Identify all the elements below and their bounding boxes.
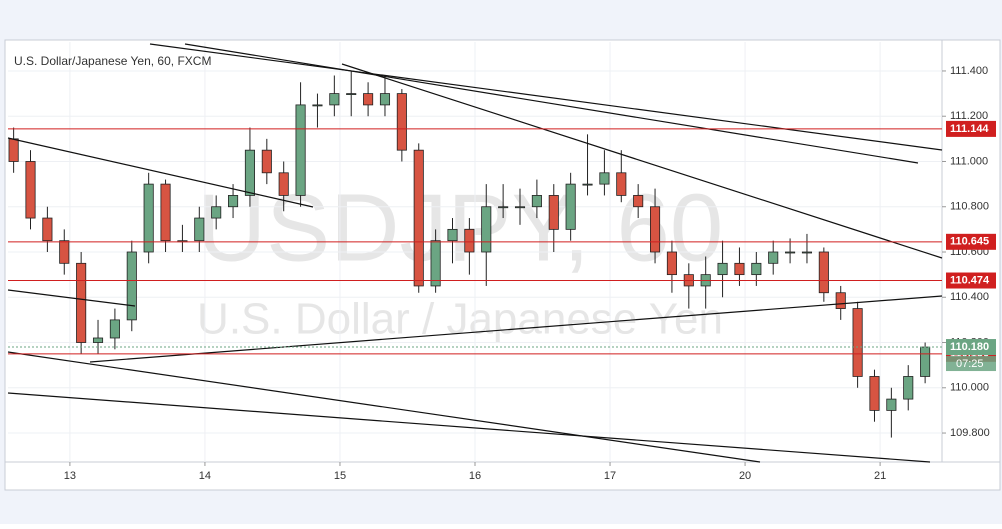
candle-body [295, 104, 306, 196]
trendline [149, 43, 943, 151]
candle-body [869, 376, 880, 411]
candle-body [76, 262, 87, 343]
countdown-tag [946, 356, 996, 372]
last-price-tag [946, 339, 996, 356]
candle-body [8, 138, 19, 162]
trendline [184, 43, 919, 164]
level-tag [946, 233, 996, 250]
y-tick-label: 111.400 [950, 65, 988, 77]
candle-body [25, 161, 36, 219]
candle-body [211, 206, 222, 219]
candle-body [852, 308, 863, 377]
x-tick-label: 20 [739, 470, 751, 482]
candle-body [903, 376, 914, 400]
chart-frame [4, 39, 1001, 491]
candle-body [447, 228, 458, 242]
candle-body [160, 183, 171, 242]
candle-body [582, 183, 593, 186]
candle-body [734, 262, 745, 276]
y-tick-label: 110.000 [950, 382, 989, 394]
candle-body [59, 240, 70, 264]
plot [8, 42, 942, 462]
candle-body [886, 398, 897, 411]
watermark: USDJPY, 60 [197, 174, 724, 281]
candle-body [261, 149, 272, 174]
watermark-subtitle: U.S. Dollar / Japanese Yen [197, 295, 723, 344]
candle-body [92, 337, 104, 343]
candle-body [396, 93, 407, 151]
candle-body [481, 206, 492, 253]
candle-body [109, 319, 120, 339]
candle-body [801, 251, 813, 254]
candle-body [768, 251, 779, 264]
x-tick-label: 21 [874, 470, 886, 482]
candle-body [228, 195, 239, 208]
trendline [89, 295, 943, 363]
x-tick-label: 17 [604, 470, 616, 482]
chart-title: U.S. Dollar/Japanese Yen, 60, FXCM [14, 54, 211, 68]
candle-body [278, 172, 289, 196]
candle-body [616, 172, 627, 196]
candle-body [464, 228, 475, 253]
y-tick-label: 111.000 [950, 155, 988, 167]
x-tick-label: 14 [199, 470, 211, 482]
candle-body [751, 262, 762, 276]
x-tick-label: 13 [64, 470, 76, 482]
trendline [7, 289, 136, 307]
level-label: 110.645 [950, 236, 989, 248]
candle-body [244, 149, 255, 196]
candle-body [818, 251, 829, 294]
candle-body [514, 206, 526, 209]
candle-body [531, 195, 542, 208]
candle-body [717, 262, 728, 276]
x-tick-label: 16 [469, 470, 481, 482]
trendline [7, 137, 314, 208]
candle-body [599, 172, 610, 185]
last-price-label: 110.180 [950, 341, 989, 353]
candle-body [498, 206, 509, 209]
candle-body [363, 93, 374, 106]
y-tick-label: 110.400 [950, 291, 989, 303]
level-label: 110.474 [950, 274, 990, 286]
candle-body [143, 183, 154, 253]
candle-body [650, 206, 661, 253]
candle-body [379, 93, 391, 106]
trendline [7, 351, 761, 463]
candle-body [920, 346, 931, 377]
candle-body [126, 251, 137, 321]
candle-body [633, 195, 644, 208]
candle-body [430, 240, 441, 287]
y-tick-label: 109.800 [950, 427, 990, 439]
candle-body [548, 195, 559, 230]
candle-body [413, 149, 424, 287]
candle-body [666, 251, 677, 276]
trendline [7, 392, 931, 463]
countdown-label: 07:25 [956, 358, 984, 370]
level-label: 111.144 [950, 123, 989, 135]
candle-body [329, 93, 340, 106]
candle-body [346, 93, 357, 95]
level-tag [946, 272, 996, 289]
candle-body [42, 217, 53, 242]
candle-body [835, 292, 846, 309]
y-tick-label: 111.200 [950, 110, 988, 122]
trendline [341, 63, 943, 259]
candle-body [785, 251, 796, 254]
y-tick-label: 110.800 [950, 201, 989, 213]
level-tag [946, 120, 996, 137]
candle-body [565, 183, 576, 230]
candle-body [194, 217, 205, 242]
trendlines [7, 43, 943, 463]
candle-body [312, 104, 323, 107]
x-tick-label: 15 [334, 470, 346, 482]
